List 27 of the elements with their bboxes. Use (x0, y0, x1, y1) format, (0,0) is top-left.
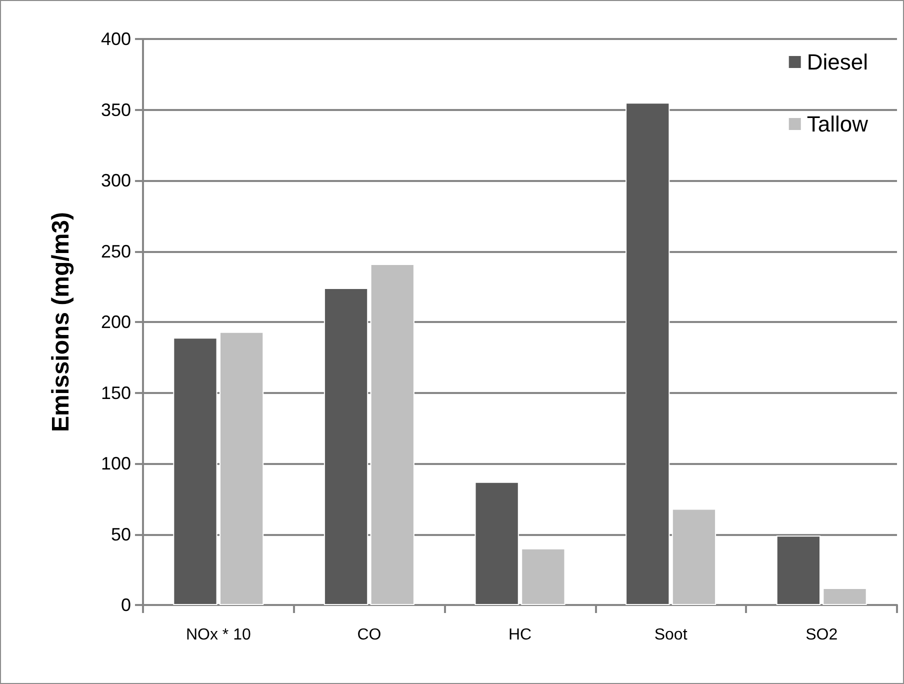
bar (822, 588, 867, 605)
bar (324, 288, 368, 605)
x-tick-label: CO (357, 626, 382, 644)
y-tick-label: 0 (120, 595, 131, 615)
bar (370, 264, 414, 605)
bar (173, 338, 218, 605)
bar (220, 332, 264, 605)
y-tick-label: 400 (100, 29, 131, 49)
x-tick-label: HC (508, 626, 532, 644)
bar (626, 102, 670, 605)
y-tick-label: 100 (100, 454, 131, 474)
bar (776, 536, 820, 605)
bar (521, 548, 566, 605)
y-tick-label: 200 (100, 312, 131, 332)
y-tick-label: 350 (100, 100, 131, 120)
bar (672, 508, 716, 605)
x-tick-label: SO2 (806, 626, 838, 644)
y-tick-label: 150 (100, 382, 131, 403)
y-tick-label: 250 (100, 241, 131, 262)
y-tick-label: 50 (110, 524, 131, 544)
y-axis-title: Emissions (mg/m3) (48, 212, 74, 432)
x-tick-label: Soot (654, 626, 688, 644)
x-tick-label: NOx * 10 (186, 626, 251, 644)
bar (474, 482, 519, 605)
y-tick-label: 300 (100, 170, 131, 190)
legend-label: Tallow (806, 112, 868, 136)
legend-label: Diesel (806, 50, 868, 74)
